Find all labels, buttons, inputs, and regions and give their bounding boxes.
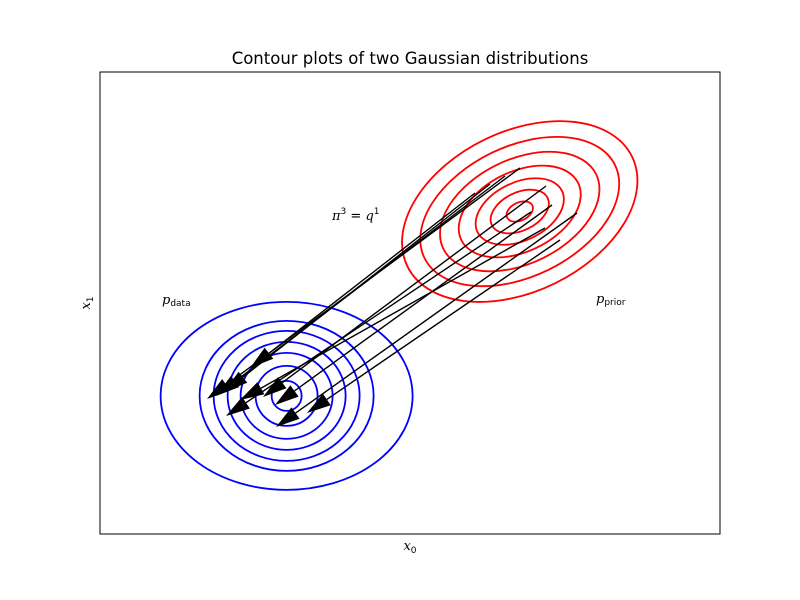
arrow-shaft-6 — [294, 204, 553, 392]
arrow-head-5 — [263, 377, 287, 397]
chart-title: Contour plots of two Gaussian distributi… — [232, 49, 589, 68]
x-axis-label: x0 — [403, 539, 416, 556]
prior-contour-1 — [401, 120, 639, 303]
data-contour-7 — [270, 379, 303, 412]
arrow-head-4 — [250, 347, 274, 368]
arrow-shaft-2 — [234, 175, 506, 383]
arrow-head-6 — [275, 385, 299, 405]
arrow-head-10 — [307, 393, 331, 413]
arrow-shaft-8 — [295, 212, 578, 414]
arrow-shaft-5 — [281, 185, 547, 384]
prior-contour-4 — [457, 164, 582, 259]
prior-contour-2 — [419, 135, 621, 288]
data-contours — [159, 300, 414, 491]
arrow-shaft-7 — [245, 211, 532, 404]
prior-contour-7 — [505, 200, 534, 223]
prior-contour-5 — [474, 177, 565, 246]
arrow-head-3 — [224, 371, 248, 392]
prior-contour-6 — [489, 188, 550, 235]
arrow-head-1 — [207, 379, 231, 399]
y-axis-label: x1 — [79, 296, 96, 309]
legend-label-data: pdata — [162, 293, 191, 309]
annotation-label: π3 = q1 — [331, 207, 380, 224]
arrow-head-9 — [240, 382, 265, 400]
data-contour-1 — [159, 300, 414, 491]
arrow-shaft-3 — [242, 183, 491, 378]
plot-area — [99, 71, 721, 535]
legend-label-prior: pprior — [596, 292, 626, 308]
arrow-head-7 — [226, 396, 250, 416]
arrow-shaft-4 — [268, 192, 476, 354]
arrow-shaft-10 — [326, 239, 561, 401]
arrows — [207, 167, 578, 427]
prior-contour-3 — [439, 150, 601, 273]
arrow-shaft-9 — [260, 227, 546, 389]
prior-contours — [401, 120, 639, 303]
data-contour-2 — [198, 319, 375, 472]
arrow-head-8 — [276, 407, 300, 427]
